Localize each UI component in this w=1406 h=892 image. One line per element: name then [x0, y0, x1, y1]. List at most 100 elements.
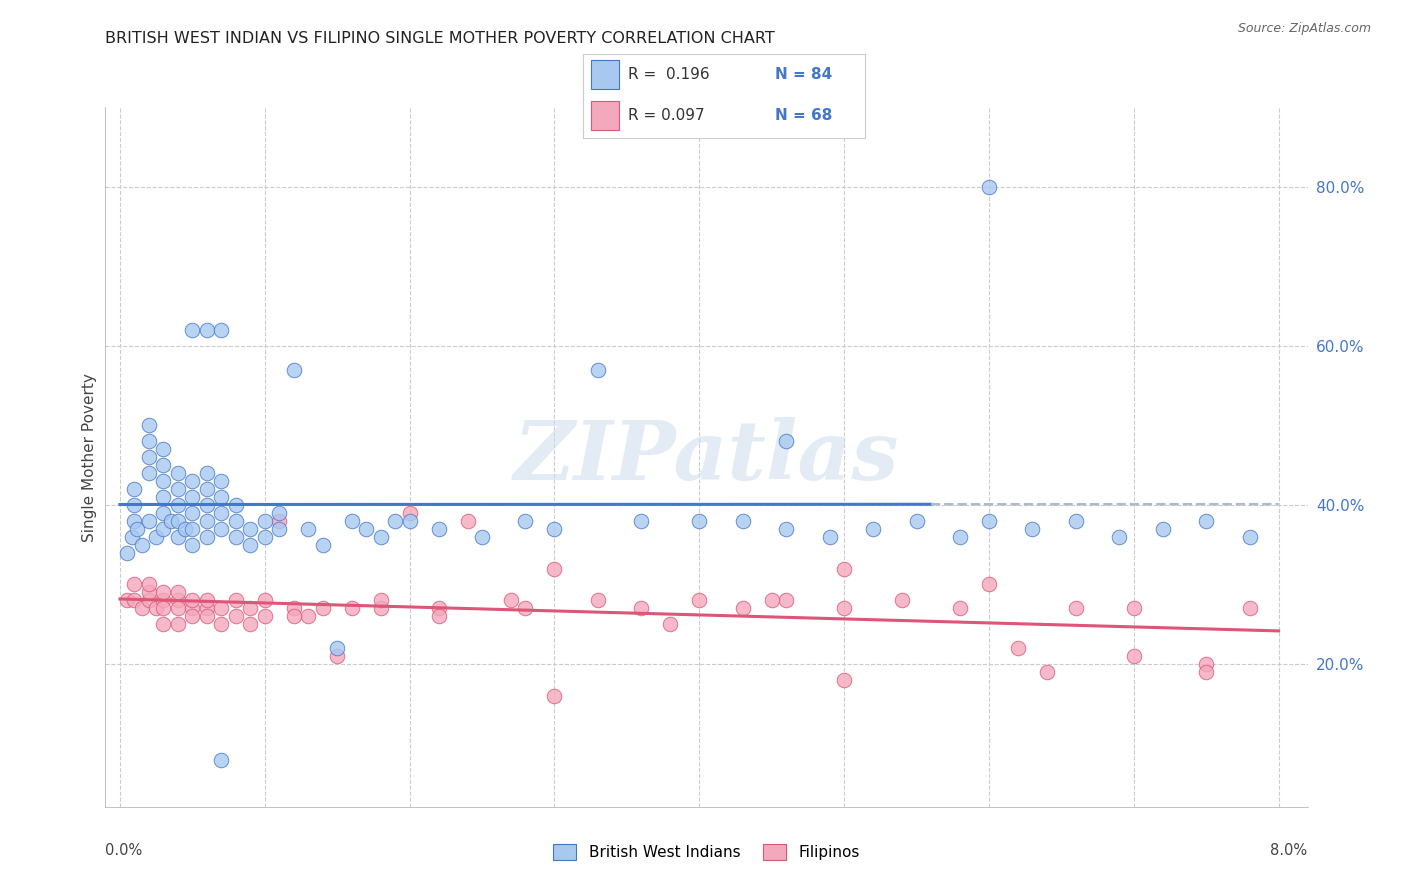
Point: [167, 585, 190, 599]
Point: [152, 458, 174, 472]
Point: [239, 538, 262, 552]
Point: [384, 514, 406, 528]
Point: [124, 593, 146, 607]
Point: [977, 514, 1000, 528]
Point: [181, 522, 204, 536]
Point: [152, 490, 174, 504]
Point: [515, 601, 537, 615]
Point: [1195, 665, 1218, 679]
Point: [152, 442, 174, 457]
Point: [326, 641, 349, 656]
Point: [195, 323, 218, 337]
Point: [167, 514, 190, 528]
Point: [138, 418, 160, 433]
Point: [1195, 657, 1218, 671]
Point: [543, 522, 565, 536]
Point: [1122, 601, 1144, 615]
Point: [181, 593, 204, 607]
Point: [949, 530, 972, 544]
Point: [1239, 601, 1261, 615]
Point: [253, 593, 276, 607]
Point: [1036, 665, 1059, 679]
Point: [239, 601, 262, 615]
Point: [195, 466, 218, 480]
Point: [209, 601, 232, 615]
Point: [688, 514, 710, 528]
Text: R =  0.196: R = 0.196: [628, 67, 710, 82]
Point: [167, 482, 190, 496]
Text: N = 68: N = 68: [775, 108, 832, 123]
Point: [630, 514, 652, 528]
Point: [1064, 514, 1087, 528]
Point: [145, 530, 167, 544]
Point: [209, 506, 232, 520]
Text: R = 0.097: R = 0.097: [628, 108, 704, 123]
Point: [152, 601, 174, 615]
Point: [124, 498, 146, 512]
Point: [239, 522, 262, 536]
Point: [131, 601, 153, 615]
Point: [115, 593, 138, 607]
Point: [818, 530, 841, 544]
Point: [398, 514, 420, 528]
Point: [209, 752, 232, 766]
Point: [370, 601, 392, 615]
Point: [152, 585, 174, 599]
Point: [340, 514, 363, 528]
Point: [269, 506, 291, 520]
Point: [370, 530, 392, 544]
Point: [167, 617, 190, 632]
Point: [891, 593, 914, 607]
Bar: [591, 101, 619, 130]
Point: [543, 689, 565, 703]
Point: [145, 601, 167, 615]
Point: [1021, 522, 1043, 536]
Point: [152, 506, 174, 520]
Point: [1195, 514, 1218, 528]
Point: [862, 522, 884, 536]
Point: [731, 514, 754, 528]
Point: [138, 593, 160, 607]
Point: [181, 323, 204, 337]
Point: [181, 609, 204, 624]
Point: [1239, 530, 1261, 544]
Point: [326, 649, 349, 664]
Point: [312, 601, 335, 615]
Point: [977, 179, 1000, 194]
Point: [225, 530, 247, 544]
Point: [977, 577, 1000, 591]
Point: [832, 561, 855, 575]
Point: [195, 601, 218, 615]
Point: [340, 601, 363, 615]
Point: [1064, 601, 1087, 615]
Point: [225, 609, 247, 624]
Point: [195, 498, 218, 512]
Point: [195, 482, 218, 496]
Text: ZIPatlas: ZIPatlas: [513, 417, 900, 497]
Point: [174, 522, 197, 536]
Point: [398, 506, 420, 520]
Point: [253, 530, 276, 544]
Point: [659, 617, 682, 632]
Point: [832, 601, 855, 615]
Point: [1122, 649, 1144, 664]
Point: [630, 601, 652, 615]
Legend: British West Indians, Filipinos: British West Indians, Filipinos: [547, 838, 866, 866]
Point: [181, 601, 204, 615]
Point: [775, 593, 797, 607]
Point: [167, 466, 190, 480]
Point: [181, 474, 204, 488]
Point: [949, 601, 972, 615]
Point: [167, 530, 190, 544]
Point: [124, 577, 146, 591]
Point: [283, 362, 305, 376]
Point: [152, 617, 174, 632]
Point: [1007, 641, 1029, 656]
Point: [167, 498, 190, 512]
Bar: [591, 61, 619, 89]
Point: [138, 450, 160, 464]
Point: [312, 538, 335, 552]
Point: [195, 530, 218, 544]
Point: [499, 593, 522, 607]
Point: [354, 522, 377, 536]
